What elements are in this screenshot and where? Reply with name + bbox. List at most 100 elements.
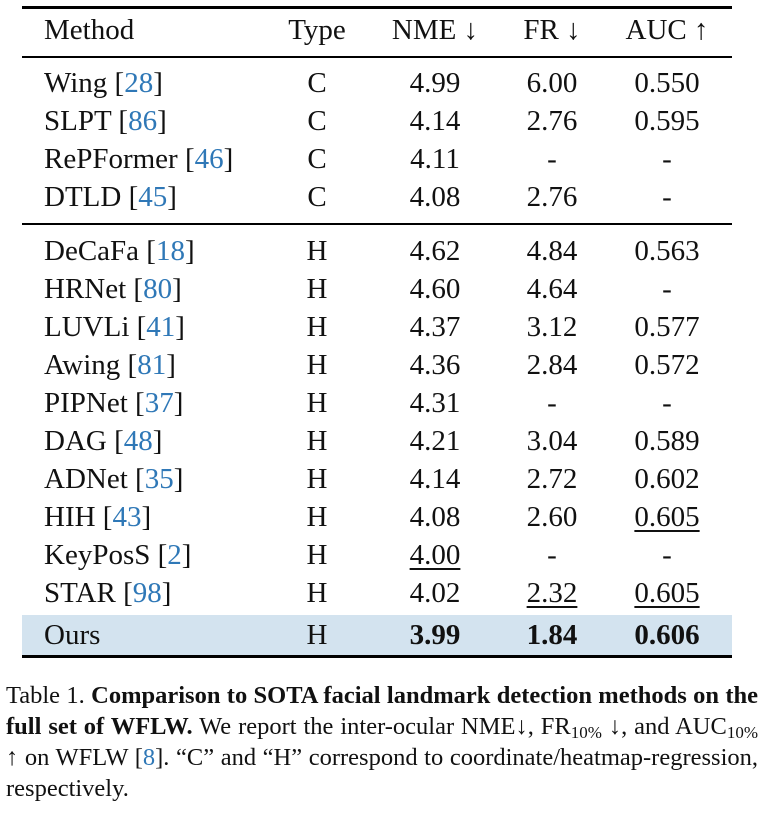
type-cell: H: [306, 311, 328, 343]
method-cell: RePFormer [46]: [44, 143, 234, 175]
bottom-rule: [22, 655, 732, 658]
citation-link[interactable]: 41: [146, 311, 176, 343]
type-cell: H: [306, 235, 328, 267]
fr-cell: 4.84: [526, 235, 578, 267]
caption-text: ↓, and AUC: [608, 713, 727, 740]
fr-cell: 2.76: [526, 105, 578, 137]
citation-link[interactable]: 86: [128, 105, 158, 137]
type-cell: H: [306, 501, 328, 533]
method-cell: Awing [81]: [44, 349, 176, 381]
fr-cell: 3.12: [526, 311, 578, 343]
type-cell: H: [306, 577, 328, 609]
second-best-value: 0.605: [634, 577, 700, 609]
fr-cell: 6.00: [526, 67, 578, 99]
header-fr: FR ↓: [523, 14, 581, 46]
method-cell: DAG [48]: [44, 425, 163, 457]
table-row: RePFormer [46] C 4.11 - -: [22, 140, 732, 178]
table-row: ADNet [35] H 4.14 2.72 0.602: [22, 460, 732, 498]
best-fr-cell: 1.84: [526, 619, 578, 651]
citation-link[interactable]: 98: [132, 577, 162, 609]
citation-link[interactable]: 35: [144, 463, 174, 495]
fr-cell: -: [547, 387, 557, 419]
fr-cell: 3.04: [526, 425, 578, 457]
header-method: Method: [44, 14, 135, 46]
auc-cell: -: [662, 387, 672, 419]
method-cell: KeyPosS [2]: [44, 539, 192, 571]
citation-link[interactable]: 81: [137, 349, 167, 381]
citation-link[interactable]: 43: [112, 501, 142, 533]
type-cell: C: [307, 143, 327, 175]
second-best-value: 2.32: [526, 577, 578, 609]
nme-cell: 4.00: [385, 536, 485, 574]
nme-cell: 4.36: [409, 349, 461, 381]
citation-link[interactable]: 48: [123, 425, 153, 457]
fr-cell: 2.32: [502, 574, 602, 612]
group-rule: [22, 223, 732, 225]
second-best-value: 4.00: [409, 539, 461, 571]
header-row: Method Type NME ↓ FR ↓ AUC ↑: [22, 11, 732, 49]
table-row: DTLD [45] C 4.08 2.76 -: [22, 178, 732, 216]
caption-text: ]. “C” and “H” correspond to coordinate/…: [6, 744, 758, 802]
type-cell: H: [306, 387, 328, 419]
citation-link[interactable]: 28: [124, 67, 154, 99]
type-cell: H: [306, 463, 328, 495]
nme-cell: 4.11: [410, 143, 460, 175]
auc-cell: -: [662, 539, 672, 571]
citation-link[interactable]: 80: [143, 273, 173, 305]
type-cell: H: [306, 539, 328, 571]
nme-cell: 4.60: [409, 273, 461, 305]
auc-cell: 0.605: [612, 498, 722, 536]
header-rule: [22, 56, 732, 58]
ours-row: Ours H 3.99 1.84 0.606: [22, 615, 732, 655]
caption-sub: 10%: [726, 723, 758, 742]
auc-cell: 0.602: [634, 463, 700, 495]
citation-link[interactable]: 2: [167, 539, 182, 571]
nme-cell: 4.21: [409, 425, 461, 457]
fr-cell: 2.76: [526, 181, 578, 213]
nme-cell: 4.08: [409, 181, 461, 213]
citation-link[interactable]: 18: [155, 235, 185, 267]
best-auc-cell: 0.606: [634, 619, 700, 651]
header-auc: AUC ↑: [625, 14, 709, 46]
method-cell: HIH [43]: [44, 501, 152, 533]
method-cell: Wing [28]: [44, 67, 163, 99]
method-cell: STAR [98]: [44, 577, 172, 609]
caption-fr: FR: [540, 713, 571, 740]
table-row: KeyPosS [2] H 4.00 - -: [22, 536, 732, 574]
method-cell: ADNet [35]: [44, 463, 184, 495]
method-cell: LUVLi [41]: [44, 311, 185, 343]
nme-cell: 4.14: [409, 105, 461, 137]
caption-bold: Comparison to SOTA facial landmark detec…: [6, 682, 758, 740]
table-row: DAG [48] H 4.21 3.04 0.589: [22, 422, 732, 460]
table-caption: Table 1. Comparison to SOTA facial landm…: [6, 680, 758, 804]
auc-cell: 0.563: [634, 235, 700, 267]
citation-link[interactable]: 8: [142, 744, 156, 771]
auc-cell: 0.605: [612, 574, 722, 612]
caption-sub: 10%: [570, 723, 602, 742]
table-row: Wing [28] C 4.99 6.00 0.550: [22, 64, 732, 102]
auc-cell: -: [662, 273, 672, 305]
type-cell: C: [307, 67, 327, 99]
second-best-value: 0.605: [634, 501, 700, 533]
citation-link[interactable]: 46: [194, 143, 224, 175]
header-type: Type: [288, 14, 346, 46]
top-rule: [22, 6, 732, 9]
method-cell: PIPNet [37]: [44, 387, 184, 419]
fr-cell: 2.72: [526, 463, 578, 495]
auc-cell: -: [662, 143, 672, 175]
fr-cell: 2.84: [526, 349, 578, 381]
nme-cell: 4.62: [409, 235, 461, 267]
citation-link[interactable]: 37: [144, 387, 174, 419]
table-row: SLPT [86] C 4.14 2.76 0.595: [22, 102, 732, 140]
nme-cell: 4.99: [409, 67, 461, 99]
citation-link[interactable]: 45: [138, 181, 168, 213]
method-cell: DeCaFa [18]: [44, 235, 195, 267]
table-row: LUVLi [41] H 4.37 3.12 0.577: [22, 308, 732, 346]
table-row: STAR [98] H 4.02 2.32 0.605: [22, 574, 732, 612]
caption-text: ↑ on WFLW [: [6, 744, 143, 771]
auc-cell: 0.595: [634, 105, 700, 137]
type-cell: H: [306, 425, 328, 457]
method-cell: Ours: [44, 619, 101, 651]
auc-cell: 0.589: [634, 425, 700, 457]
method-cell: SLPT [86]: [44, 105, 167, 137]
